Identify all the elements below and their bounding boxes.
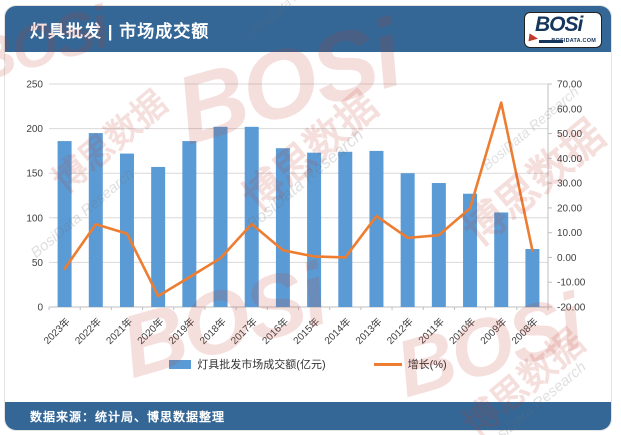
footer-bar: 数据来源：统计局、博思数据整理 xyxy=(5,402,611,430)
svg-text:2016年: 2016年 xyxy=(259,315,291,347)
svg-text:2023年: 2023年 xyxy=(41,315,73,347)
legend-item-bar: 灯具批发市场成交额(亿元) xyxy=(169,356,326,372)
chart-legend: 灯具批发市场成交额(亿元) 增长(%) xyxy=(5,356,611,372)
svg-text:2009年: 2009年 xyxy=(477,315,509,347)
svg-text:20.00: 20.00 xyxy=(557,203,582,214)
bosi-logo-domain: BOSIDATA.COM xyxy=(551,38,596,44)
svg-text:50.00: 50.00 xyxy=(557,129,582,140)
svg-text:100: 100 xyxy=(26,213,43,224)
logo-underline xyxy=(539,40,563,43)
chart-title: 灯具批发 | 市场成交额 xyxy=(30,21,210,41)
svg-text:-20.00: -20.00 xyxy=(557,303,586,314)
svg-text:250: 250 xyxy=(26,80,43,91)
svg-text:2013年: 2013年 xyxy=(353,315,385,347)
svg-text:40.00: 40.00 xyxy=(557,154,582,165)
svg-text:150: 150 xyxy=(26,169,43,180)
logo-red-triangle-icon xyxy=(528,33,539,43)
svg-text:50: 50 xyxy=(32,258,44,269)
svg-text:2021年: 2021年 xyxy=(103,315,135,347)
svg-text:2015年: 2015年 xyxy=(290,315,322,347)
svg-text:200: 200 xyxy=(26,124,43,135)
report-card: 灯具批发 | 市场成交额 BOSi BOSIDATA.COM 0 50 100 150… xyxy=(5,6,611,430)
svg-text:2022年: 2022年 xyxy=(72,315,104,347)
legend-item-line: 增长(%) xyxy=(373,356,447,372)
svg-text:2018年: 2018年 xyxy=(197,315,229,347)
legend-bar-swatch-icon xyxy=(169,359,192,369)
bosi-logo-text: BOSi xyxy=(535,13,583,36)
bosi-logo: BOSi BOSIDATA.COM xyxy=(524,12,602,48)
svg-text:0.00: 0.00 xyxy=(557,253,577,264)
svg-text:2010年: 2010年 xyxy=(446,315,478,347)
header-bar: 灯具批发 | 市场成交额 BOSi BOSIDATA.COM xyxy=(5,6,611,52)
svg-text:-10.00: -10.00 xyxy=(557,278,586,289)
svg-text:2014年: 2014年 xyxy=(321,315,353,347)
data-source-text: 数据来源：统计局、博思数据整理 xyxy=(30,409,226,424)
svg-text:2019年: 2019年 xyxy=(165,315,197,347)
svg-text:10.00: 10.00 xyxy=(557,228,582,239)
svg-text:2020年: 2020年 xyxy=(134,315,166,347)
legend-line-label: 增长(%) xyxy=(407,359,447,371)
svg-text:0: 0 xyxy=(37,303,43,314)
legend-bar-label: 灯具批发市场成交额(亿元) xyxy=(197,359,326,371)
svg-text:2012年: 2012年 xyxy=(384,315,416,347)
legend-line-swatch-icon xyxy=(373,362,402,366)
svg-text:30.00: 30.00 xyxy=(557,179,582,190)
combo-chart: 0 50 100 150 200 250 -20.00 -10.00 0.00 10.00 20.0… xyxy=(26,80,586,347)
chart-body: 0 50 100 150 200 250 -20.00 -10.00 0.00 10.00 20.0… xyxy=(5,52,611,402)
svg-text:60.00: 60.00 xyxy=(557,104,582,115)
svg-text:2008年: 2008年 xyxy=(509,315,541,347)
svg-text:2017年: 2017年 xyxy=(228,315,260,347)
svg-text:70.00: 70.00 xyxy=(557,80,582,91)
svg-text:2011年: 2011年 xyxy=(415,315,446,346)
